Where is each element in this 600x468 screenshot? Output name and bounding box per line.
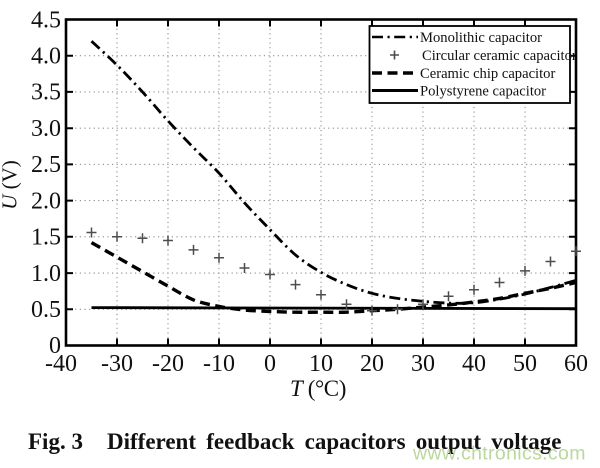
- svg-text:40: 40: [462, 351, 486, 377]
- svg-text:2.5: 2.5: [31, 152, 61, 178]
- svg-text:4.5: 4.5: [31, 8, 61, 34]
- svg-text:3.0: 3.0: [31, 116, 61, 142]
- svg-text:1.5: 1.5: [31, 225, 61, 251]
- svg-text:30: 30: [411, 351, 435, 377]
- svg-text:4.0: 4.0: [31, 44, 61, 70]
- svg-text:Circular ceramic capacitor: Circular ceramic capacitor: [422, 48, 577, 64]
- svg-text:Monolithic capacitor: Monolithic capacitor: [420, 30, 542, 46]
- svg-text:-30: -30: [101, 351, 133, 377]
- svg-text:3.5: 3.5: [31, 80, 61, 106]
- svg-text:0: 0: [264, 351, 276, 377]
- svg-text:60: 60: [564, 351, 588, 377]
- svg-text:1.0: 1.0: [31, 261, 61, 287]
- svg-text:T (°C): T (°C): [290, 376, 346, 401]
- svg-text:Different feedback capacitors: Different feedback capacitors output vol…: [107, 429, 562, 454]
- svg-text:-10: -10: [203, 351, 235, 377]
- svg-text:Ceramic chip capacitor: Ceramic chip capacitor: [420, 66, 555, 82]
- svg-text:0: 0: [49, 333, 61, 359]
- svg-text:-40: -40: [45, 351, 77, 377]
- svg-text:10: 10: [309, 351, 333, 377]
- svg-text:Polystyrene capacitor: Polystyrene capacitor: [420, 84, 546, 100]
- svg-text:www.chtronics.com: www.chtronics.com: [412, 443, 586, 465]
- svg-text:-20: -20: [152, 351, 184, 377]
- svg-text:0.5: 0.5: [31, 297, 61, 323]
- svg-text:20: 20: [360, 351, 384, 377]
- svg-text:Fig. 3: Fig. 3: [28, 429, 83, 454]
- svg-text:U (V): U (V): [0, 160, 22, 210]
- svg-text:50: 50: [513, 351, 537, 377]
- svg-text:2.0: 2.0: [31, 189, 61, 215]
